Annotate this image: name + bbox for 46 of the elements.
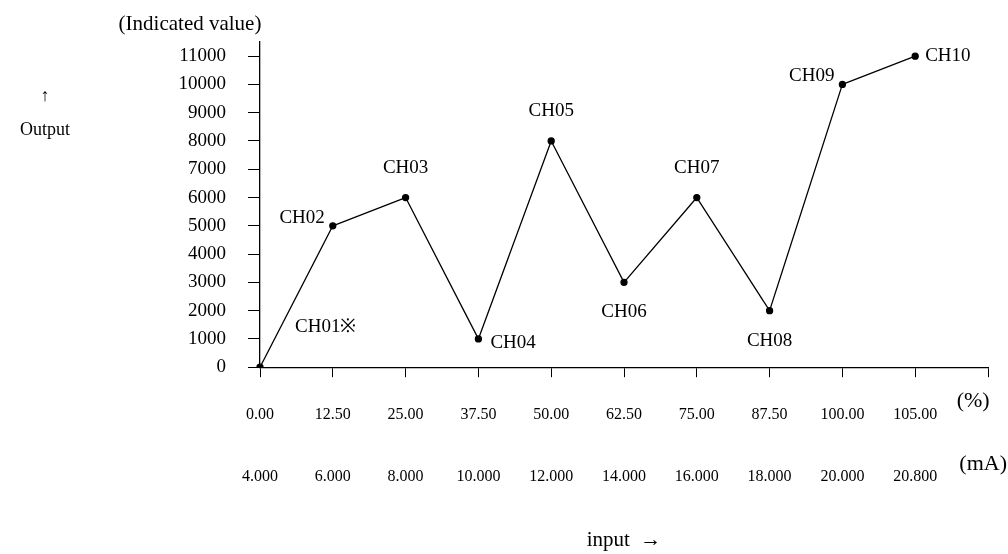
text: (mA) [959,449,1008,475]
category-label: 12.50 6.000 [314,404,351,484]
point [911,52,919,60]
category-label: 0.00 4.000 [242,404,278,484]
y-tick-label: 8000 [188,128,226,150]
category-label: 87.50 18.000 [747,404,792,484]
y-tick-label: 4000 [188,242,226,264]
annotation: CH06 [601,300,647,322]
y-tick-label: 2000 [188,298,226,320]
y-tick-label: 11000 [179,44,226,66]
annotation: CH02 [279,205,325,227]
y-tick-label: 10000 [178,72,226,94]
point [547,137,555,145]
annotation: CH10 [925,44,971,66]
point [329,222,337,230]
point [401,193,410,202]
category-label: 50.00 12.000 [529,404,574,484]
text: input → [586,526,662,551]
y-tick-label: 9000 [188,100,226,122]
point [693,193,701,202]
annotation: CH05 [528,98,574,120]
y-tick-label: 3000 [188,270,226,292]
annotation: CH01※ [295,315,357,337]
category-label: 37.50 10.000 [456,404,501,484]
point [474,335,483,343]
annotation: CH03 [382,155,429,177]
text: (%) [956,386,990,412]
y-tick-label: 5000 [188,213,226,235]
category-label: 25.00 8.000 [387,404,424,484]
annotation: CH04 [490,330,537,352]
y-tick-label: 7000 [188,157,226,179]
y-tick-label: 0 [216,355,226,377]
category-label: 62.50 14.000 [602,404,646,484]
annotation: CH09 [788,64,835,86]
text: ↑ Output [19,84,71,139]
annotation: CH08 [746,328,793,350]
y-tick-label: 6000 [188,185,226,207]
annotation: CH07 [674,155,720,177]
point [838,80,847,89]
category-label: 100.00 20.000 [820,404,865,484]
category-label: 105.00 20.800 [893,404,938,484]
point [765,306,774,315]
point [620,278,628,287]
category-label: 75.00 16.000 [674,404,719,484]
chart-title: (Indicated value) [118,10,262,35]
y-tick-label: 1000 [188,326,226,348]
